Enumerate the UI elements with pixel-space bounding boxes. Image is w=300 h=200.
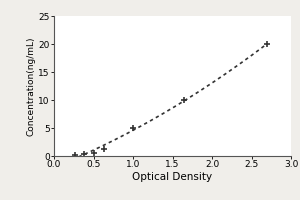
Y-axis label: Concentration(ng/mL): Concentration(ng/mL) <box>27 36 36 136</box>
X-axis label: Optical Density: Optical Density <box>132 172 213 182</box>
